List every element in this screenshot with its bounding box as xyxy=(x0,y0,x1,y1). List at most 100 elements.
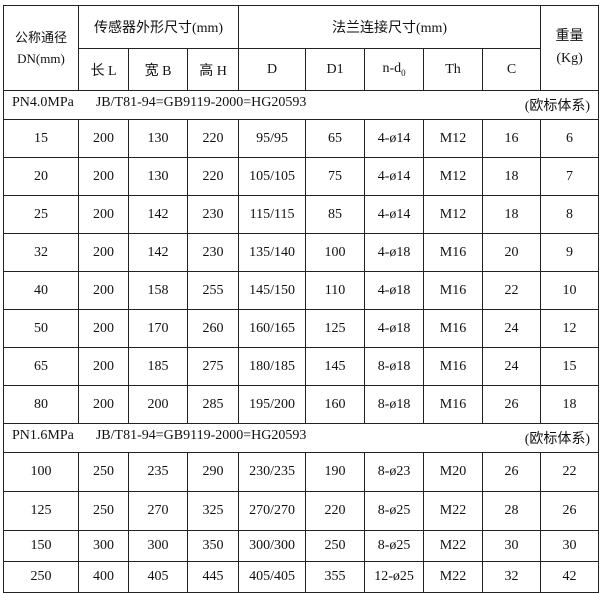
col-header-width: 宽 B xyxy=(128,48,188,91)
table-cell: 135/140 xyxy=(238,233,307,272)
section-header: PN4.0MPa JB/T81-94=GB9119-2000=HG20593 (欧标… xyxy=(2,90,600,120)
weight-header: 重量 (Kg) xyxy=(540,5,600,91)
table-cell: 6 xyxy=(540,119,600,158)
table-cell: 110 xyxy=(305,271,366,310)
table-cell: 22 xyxy=(482,271,542,310)
standard-system: (欧标体系) xyxy=(524,432,591,447)
table-row: 40 200 158 255 145/150 110 4-ø18 M16 22 10 xyxy=(3,271,600,310)
table-cell: 200 xyxy=(78,119,129,158)
table-cell: 400 xyxy=(78,561,129,593)
table-cell: 235 xyxy=(128,452,188,492)
table-cell: 325 xyxy=(186,491,240,531)
table-cell: M16 xyxy=(423,233,484,272)
table-cell: 125 xyxy=(305,309,366,348)
table-cell: 350 xyxy=(186,530,240,562)
table-cell: 230/235 xyxy=(238,452,307,492)
nd-subscript: 0 xyxy=(401,67,406,78)
table-cell: 65 xyxy=(305,119,366,158)
table-cell: 270 xyxy=(128,491,188,531)
table-cell: 4-ø14 xyxy=(364,119,425,158)
table-cell: 195/200 xyxy=(238,385,307,424)
table-cell: 290 xyxy=(186,452,240,492)
col-header-c: C xyxy=(482,48,542,91)
table-cell: 8-ø25 xyxy=(364,530,425,562)
table-cell: 250 xyxy=(78,452,129,492)
table-cell: 405 xyxy=(128,561,188,593)
table-cell: 18 xyxy=(482,157,542,196)
table-cell: M16 xyxy=(423,271,484,310)
table-cell: 28 xyxy=(482,491,542,531)
table-cell: 8-ø25 xyxy=(364,491,425,531)
table-cell: 170 xyxy=(128,309,188,348)
dn-label: 公称通径 xyxy=(14,30,67,45)
table-cell: 255 xyxy=(186,271,240,310)
weight-unit: (Kg) xyxy=(556,51,583,66)
col-header-th: Th xyxy=(423,48,484,91)
table-cell: 50 xyxy=(3,309,79,348)
table-cell: 200 xyxy=(78,347,129,386)
table-cell: 285 xyxy=(186,385,240,424)
table-cell: 18 xyxy=(540,385,600,424)
table-cell: 200 xyxy=(78,233,129,272)
table-cell: 15 xyxy=(3,119,79,158)
table-cell: 80 xyxy=(3,385,79,424)
table-cell: 230 xyxy=(186,233,240,272)
table-cell: 30 xyxy=(540,530,600,562)
table-cell: 275 xyxy=(186,347,240,386)
table-cell: M22 xyxy=(423,530,484,562)
table-row: 15 200 130 220 95/95 65 4-ø14 M12 16 6 xyxy=(3,119,600,158)
table-cell: 85 xyxy=(305,195,366,234)
table-cell: 8-ø23 xyxy=(364,452,425,492)
table-cell: 142 xyxy=(128,195,188,234)
table-cell: 130 xyxy=(128,119,188,158)
table-cell: 180/185 xyxy=(238,347,307,386)
table-cell: 200 xyxy=(78,385,129,424)
table-cell: 445 xyxy=(186,561,240,593)
col-header-length: 长 L xyxy=(78,48,129,91)
table-cell: 405/405 xyxy=(238,561,307,593)
standard-system: (欧标体系) xyxy=(524,99,591,114)
table-cell: 22 xyxy=(540,452,600,492)
table-row: 80 200 200 285 195/200 160 8-ø18 M16 26 18 xyxy=(3,385,600,424)
table-cell: 20 xyxy=(482,233,542,272)
table-cell: 145 xyxy=(305,347,366,386)
table-cell: 4-ø14 xyxy=(364,195,425,234)
table-cell: 24 xyxy=(482,309,542,348)
pressure-rating: PN1.6MPa xyxy=(12,428,74,443)
table-cell: M12 xyxy=(423,119,484,158)
table-cell: 125 xyxy=(3,491,79,531)
section-header-row: PN1.6MPa JB/T81-94=GB9119-2000=HG20593 (欧标… xyxy=(2,423,600,453)
table-cell: 26 xyxy=(482,452,542,492)
table-cell: 200 xyxy=(78,271,129,310)
table-cell: M20 xyxy=(423,452,484,492)
table-cell: 250 xyxy=(3,561,79,593)
table-cell: 40 xyxy=(3,271,79,310)
table-cell: 142 xyxy=(128,233,188,272)
table-cell: 300 xyxy=(128,530,188,562)
table-row: 250 400 405 445 405/405 355 12-ø25 M22 32 42 xyxy=(3,561,600,593)
table-cell: 75 xyxy=(305,157,366,196)
table-cell: 200 xyxy=(78,309,129,348)
dn-header: 公称通径 DN(mm) xyxy=(3,5,79,91)
table-cell: 100 xyxy=(3,452,79,492)
pressure-rating: PN4.0MPa xyxy=(12,95,74,110)
table-cell: 250 xyxy=(78,491,129,531)
table-cell: 105/105 xyxy=(238,157,307,196)
table-cell: 95/95 xyxy=(238,119,307,158)
table-cell: 20 xyxy=(3,157,79,196)
col-header-height: 高 H xyxy=(186,48,240,91)
table-cell: 355 xyxy=(305,561,366,593)
table-cell: M16 xyxy=(423,347,484,386)
nd-label: n-d xyxy=(382,61,402,77)
table-cell: 9 xyxy=(540,233,600,272)
table-cell: 4-ø18 xyxy=(364,233,425,272)
table-cell: 160 xyxy=(305,385,366,424)
table-cell: 24 xyxy=(482,347,542,386)
table-cell: 42 xyxy=(540,561,600,593)
table-cell: 300/300 xyxy=(238,530,307,562)
table-cell: M22 xyxy=(423,491,484,531)
table-row: 65 200 185 275 180/185 145 8-ø18 M16 24 15 xyxy=(3,347,600,386)
table-cell: 130 xyxy=(128,157,188,196)
table-cell: M12 xyxy=(423,157,484,196)
table-cell: 250 xyxy=(305,530,366,562)
